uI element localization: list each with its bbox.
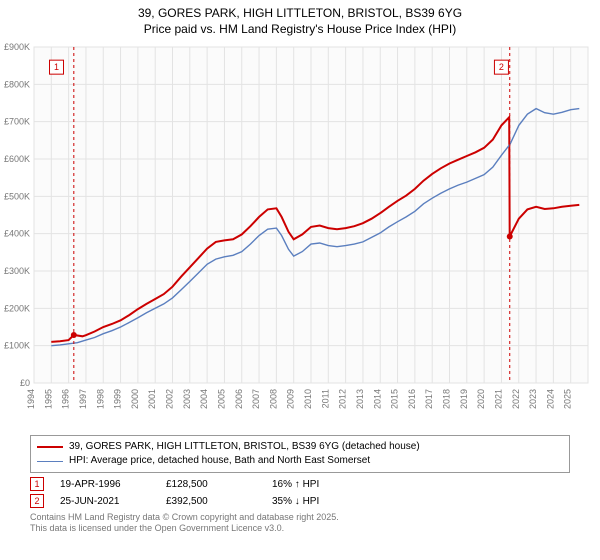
transaction-rows: 1 19-APR-1996 £128,500 16% ↑ HPI 2 25-JUN-202… xyxy=(30,477,570,508)
svg-text:£400K: £400K xyxy=(4,229,30,239)
transaction-delta: 16% ↑ HPI xyxy=(272,479,362,490)
transaction-date: 19-APR-1996 xyxy=(60,479,150,490)
svg-text:2024: 2024 xyxy=(545,389,555,409)
svg-text:1994: 1994 xyxy=(26,389,36,409)
title-line-2: Price paid vs. HM Land Registry's House … xyxy=(144,22,456,36)
svg-text:£900K: £900K xyxy=(4,42,30,52)
svg-text:2003: 2003 xyxy=(182,389,192,409)
svg-text:1: 1 xyxy=(54,62,59,72)
transaction-delta: 35% ↓ HPI xyxy=(272,496,362,507)
svg-text:2007: 2007 xyxy=(251,389,261,409)
transaction-date: 25-JUN-2021 xyxy=(60,496,150,507)
svg-text:£500K: £500K xyxy=(4,192,30,202)
legend: 39, GORES PARK, HIGH LITTLETON, BRISTOL,… xyxy=(30,435,570,473)
legend-row: HPI: Average price, detached house, Bath… xyxy=(37,454,563,468)
svg-text:1996: 1996 xyxy=(61,389,71,409)
svg-text:£700K: £700K xyxy=(4,117,30,127)
svg-text:2: 2 xyxy=(499,62,504,72)
svg-text:£800K: £800K xyxy=(4,80,30,90)
svg-text:£200K: £200K xyxy=(4,304,30,314)
svg-text:2008: 2008 xyxy=(268,389,278,409)
legend-label: 39, GORES PARK, HIGH LITTLETON, BRISTOL,… xyxy=(69,440,420,454)
svg-text:2013: 2013 xyxy=(355,389,365,409)
svg-text:1999: 1999 xyxy=(113,389,123,409)
svg-text:2015: 2015 xyxy=(390,389,400,409)
svg-text:2014: 2014 xyxy=(372,389,382,409)
svg-text:2017: 2017 xyxy=(424,389,434,409)
line-chart-svg: £0 £100K £200K £300K £400K £500K £600K £700K £80… xyxy=(0,39,600,429)
svg-text:2022: 2022 xyxy=(511,389,521,409)
chart-container: 39, GORES PARK, HIGH LITTLETON, BRISTOL,… xyxy=(0,0,600,560)
chart-title: 39, GORES PARK, HIGH LITTLETON, BRISTOL,… xyxy=(0,0,600,39)
svg-text:2023: 2023 xyxy=(528,389,538,409)
svg-text:2025: 2025 xyxy=(563,389,573,409)
footnote-line-2: This data is licensed under the Open Gov… xyxy=(30,523,284,533)
transaction-price: £392,500 xyxy=(166,496,256,507)
svg-text:2012: 2012 xyxy=(338,389,348,409)
transaction-row: 2 25-JUN-2021 £392,500 35% ↓ HPI xyxy=(30,494,570,508)
svg-text:1998: 1998 xyxy=(95,389,105,409)
svg-text:2001: 2001 xyxy=(147,389,157,409)
title-line-1: 39, GORES PARK, HIGH LITTLETON, BRISTOL,… xyxy=(138,6,462,20)
transaction-row: 1 19-APR-1996 £128,500 16% ↑ HPI xyxy=(30,477,570,491)
svg-text:2005: 2005 xyxy=(216,389,226,409)
svg-text:2019: 2019 xyxy=(459,389,469,409)
legend-row: 39, GORES PARK, HIGH LITTLETON, BRISTOL,… xyxy=(37,440,563,454)
transaction-index: 2 xyxy=(30,494,44,508)
svg-text:2020: 2020 xyxy=(476,389,486,409)
svg-text:£0: £0 xyxy=(20,378,30,388)
legend-swatch xyxy=(37,446,63,448)
svg-text:£600K: £600K xyxy=(4,154,30,164)
transaction-index: 1 xyxy=(30,477,44,491)
chart-area: £0 £100K £200K £300K £400K £500K £600K £700K £80… xyxy=(0,39,600,429)
svg-text:2000: 2000 xyxy=(130,389,140,409)
svg-text:2011: 2011 xyxy=(320,389,330,408)
svg-text:2006: 2006 xyxy=(234,389,244,409)
svg-text:2018: 2018 xyxy=(442,389,452,409)
footnote-line-1: Contains HM Land Registry data © Crown c… xyxy=(30,512,339,522)
svg-text:2016: 2016 xyxy=(407,389,417,409)
svg-text:£100K: £100K xyxy=(4,341,30,351)
svg-text:2004: 2004 xyxy=(199,389,209,409)
svg-text:£300K: £300K xyxy=(4,266,30,276)
footnote: Contains HM Land Registry data © Crown c… xyxy=(30,512,570,534)
legend-label: HPI: Average price, detached house, Bath… xyxy=(69,454,370,468)
svg-text:1997: 1997 xyxy=(78,389,88,409)
svg-text:2021: 2021 xyxy=(493,389,503,409)
svg-text:2010: 2010 xyxy=(303,389,313,409)
transaction-price: £128,500 xyxy=(166,479,256,490)
svg-text:2009: 2009 xyxy=(286,389,296,409)
legend-swatch xyxy=(37,461,63,462)
svg-text:2002: 2002 xyxy=(165,389,175,409)
svg-text:1995: 1995 xyxy=(43,389,53,409)
